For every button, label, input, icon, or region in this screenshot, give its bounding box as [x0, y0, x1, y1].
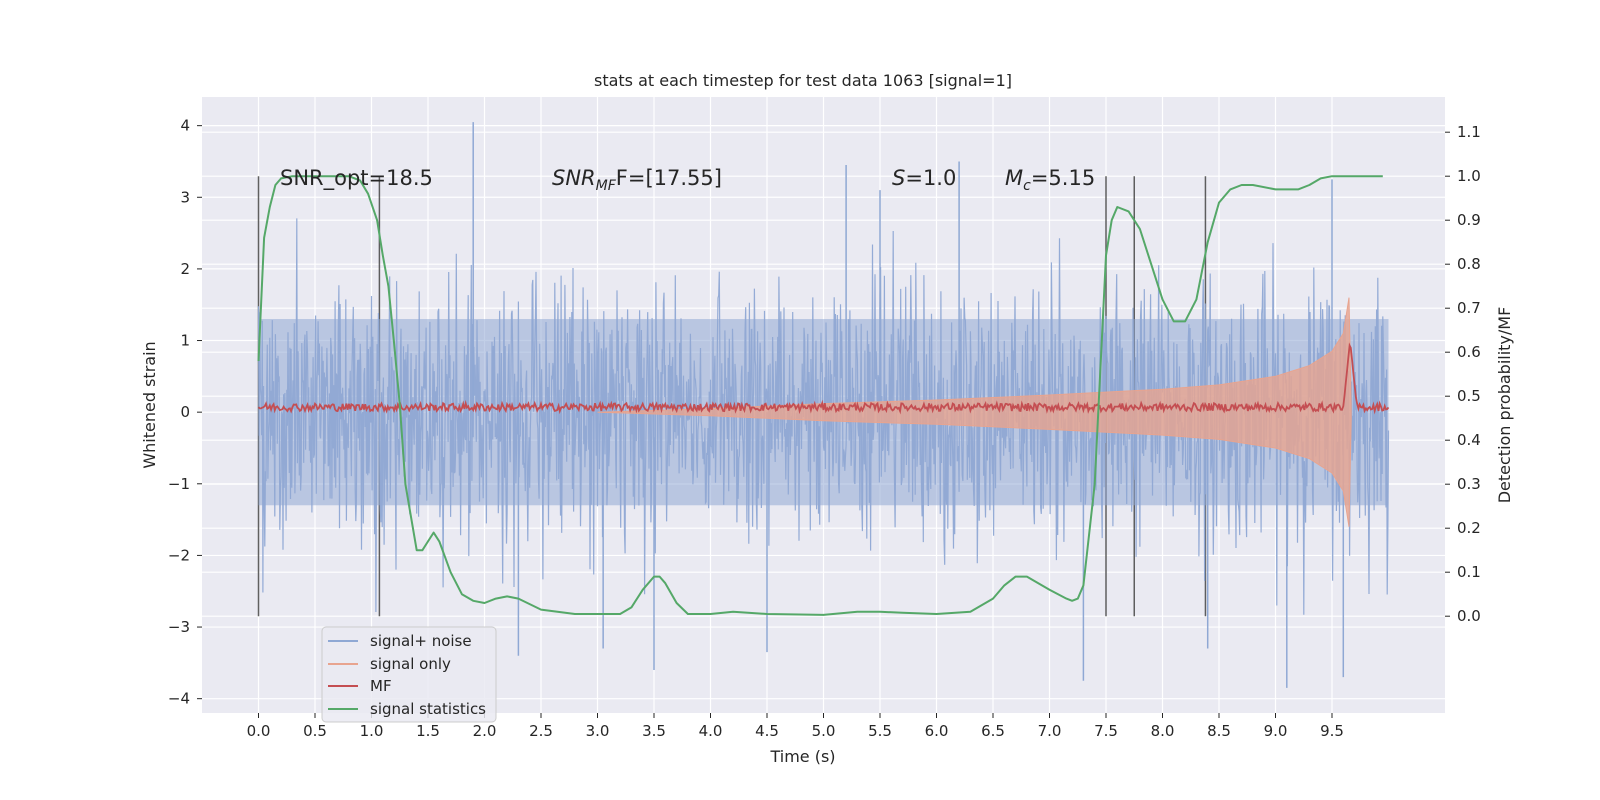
x-axis-label: Time (s) — [769, 747, 835, 766]
x-tick-label: 5.5 — [868, 722, 892, 740]
y-right-tick-label: 0.0 — [1457, 607, 1481, 625]
x-tick-label: 2.0 — [473, 722, 497, 740]
series-mf — [257, 342, 1390, 415]
annotation-s-rest: =1.0 — [905, 166, 956, 190]
y-right-tick-label: 0.4 — [1457, 431, 1481, 449]
series-signal-only — [597, 297, 1352, 527]
y-right-tick-label: 1.1 — [1457, 123, 1481, 141]
x-tick-label: 9.5 — [1320, 722, 1344, 740]
x-tick-label: 6.5 — [981, 722, 1005, 740]
y-axis-label: Whitened strain — [140, 341, 159, 468]
annotation-snr-mf-sub: MF — [596, 178, 617, 194]
annotation-snr-opt: SNR_opt=18.5 — [280, 166, 433, 191]
x-tick-label: 3.0 — [586, 722, 610, 740]
x-tick-label: 6.0 — [925, 722, 949, 740]
x-tick-label: 7.5 — [1094, 722, 1118, 740]
signal-only-envelope — [597, 297, 1352, 527]
x-tick-label: 9.0 — [1264, 722, 1288, 740]
annotation-s-main: S — [892, 166, 905, 190]
x-tick-label: 7.0 — [1038, 722, 1062, 740]
y-right-tick-label: 0.1 — [1457, 563, 1481, 581]
x-tick-label: 1.0 — [360, 722, 384, 740]
legend: signal+ noise signal only MF signal stat… — [321, 626, 497, 723]
annotation-snr-mf: SNRMFF=[17.55] — [552, 166, 722, 194]
x-tick-label: 3.5 — [642, 722, 666, 740]
legend-label-mf: MF — [370, 677, 392, 695]
y-tick-label: 1 — [180, 332, 190, 350]
y-tick-label: −4 — [168, 690, 190, 708]
y-tick-label: −3 — [168, 618, 190, 636]
y-right-tick-label: 0.6 — [1457, 343, 1481, 361]
signal-statistics-line — [257, 175, 1383, 616]
x-tick-label: 4.0 — [699, 722, 723, 740]
x-tick-label: 0.5 — [303, 722, 327, 740]
annotation-mc-rest: =5.15 — [1031, 166, 1095, 190]
y-right-tick-label: 0.3 — [1457, 475, 1481, 493]
y-right-tick-label: 1.0 — [1457, 167, 1481, 185]
y-tick-labels: 4 3 2 1 0 −1 −2 −3 −4 — [168, 117, 202, 708]
x-tick-label: 4.5 — [755, 722, 779, 740]
annotation-s: S=1.0 — [892, 166, 956, 190]
legend-label-noise: signal+ noise — [370, 632, 472, 650]
y-right-tick-label: 0.8 — [1457, 255, 1481, 273]
y-right-tick-labels: 1.1 1.0 0.9 0.8 0.7 0.6 0.5 0.4 0.3 0.2 0.1 0.0 — [1445, 123, 1481, 625]
legend-label-signal: signal only — [370, 655, 451, 673]
y-tick-label: 2 — [180, 260, 190, 278]
annotation-snr-mf-main: SNR — [552, 166, 596, 190]
y-tick-label: −2 — [168, 546, 190, 564]
mf-line — [257, 342, 1390, 415]
y-right-tick-label: 0.2 — [1457, 519, 1481, 537]
series-signal-statistics — [257, 175, 1383, 616]
y-tick-label: 4 — [180, 117, 190, 135]
annotation-snr-mf-rest: F=[17.55] — [616, 166, 722, 190]
x-tick-label: 5.0 — [812, 722, 836, 740]
annotation-mc-sub: c — [1023, 178, 1031, 194]
x-tick-label: 1.5 — [416, 722, 440, 740]
y-right-axis-label: Detection probability/MF — [1495, 307, 1514, 504]
annotation-mc: Mc=5.15 — [1005, 166, 1095, 194]
y-tick-label: 0 — [180, 403, 190, 421]
chart-title: stats at each timestep for test data 106… — [594, 71, 1012, 90]
annotation-mc-main: M — [1005, 166, 1023, 190]
x-tick-label: 0.0 — [247, 722, 271, 740]
y-tick-label: −1 — [168, 475, 190, 493]
y-right-tick-label: 0.7 — [1457, 299, 1481, 317]
legend-label-stats: signal statistics — [370, 700, 486, 718]
x-tick-label: 2.5 — [529, 722, 553, 740]
x-tick-label: 8.5 — [1207, 722, 1231, 740]
y-right-tick-label: 0.5 — [1457, 387, 1481, 405]
x-tick-label: 8.0 — [1151, 722, 1175, 740]
y-right-tick-label: 0.9 — [1457, 211, 1481, 229]
legend-box — [321, 626, 497, 723]
y-tick-label: 3 — [180, 188, 190, 206]
x-tick-labels: 0.0 0.5 1.0 1.5 2.0 2.5 3.0 3.5 4.0 4.5 5.0 5.5 6.0 6… — [247, 713, 1344, 740]
